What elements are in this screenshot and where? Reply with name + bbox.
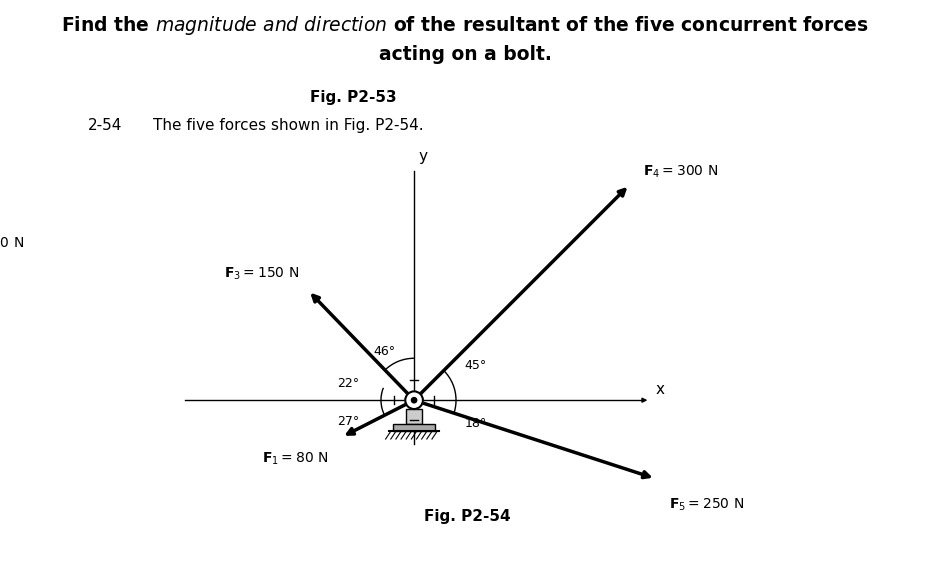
FancyBboxPatch shape <box>393 425 435 431</box>
Text: acting on a bolt.: acting on a bolt. <box>379 45 551 64</box>
Text: Fig. P2-53: Fig. P2-53 <box>310 90 397 105</box>
Text: 27°: 27° <box>337 415 359 428</box>
Circle shape <box>411 398 417 403</box>
Text: Find the $\mathit{magnitude\ and\ direction}$ of the resultant of the five concu: Find the $\mathit{magnitude\ and\ direct… <box>61 14 869 37</box>
Text: The five forces shown in Fig. P2-54.: The five forces shown in Fig. P2-54. <box>153 118 424 134</box>
Text: $\mathbf{F}_5 = 250\ \mathrm{N}$: $\mathbf{F}_5 = 250\ \mathrm{N}$ <box>669 496 744 513</box>
Text: 22°: 22° <box>337 377 359 390</box>
Text: 18°: 18° <box>465 417 487 430</box>
Text: 46°: 46° <box>373 345 395 358</box>
FancyBboxPatch shape <box>405 409 422 425</box>
Circle shape <box>405 391 423 409</box>
Text: $\mathbf{F}_2 = 400\ \mathrm{N}$: $\mathbf{F}_2 = 400\ \mathrm{N}$ <box>0 235 24 252</box>
Text: 45°: 45° <box>465 359 487 372</box>
Text: x: x <box>656 382 665 396</box>
Text: y: y <box>418 149 428 164</box>
Text: 2-54: 2-54 <box>88 118 123 134</box>
Text: $\mathbf{F}_4 = 300\ \mathrm{N}$: $\mathbf{F}_4 = 300\ \mathrm{N}$ <box>643 164 718 180</box>
Text: $\mathbf{F}_3 = 150\ \mathrm{N}$: $\mathbf{F}_3 = 150\ \mathrm{N}$ <box>224 266 299 282</box>
Text: Fig. P2-54: Fig. P2-54 <box>424 509 511 524</box>
Text: $\mathbf{F}_1 = 80\ \mathrm{N}$: $\mathbf{F}_1 = 80\ \mathrm{N}$ <box>262 450 328 466</box>
